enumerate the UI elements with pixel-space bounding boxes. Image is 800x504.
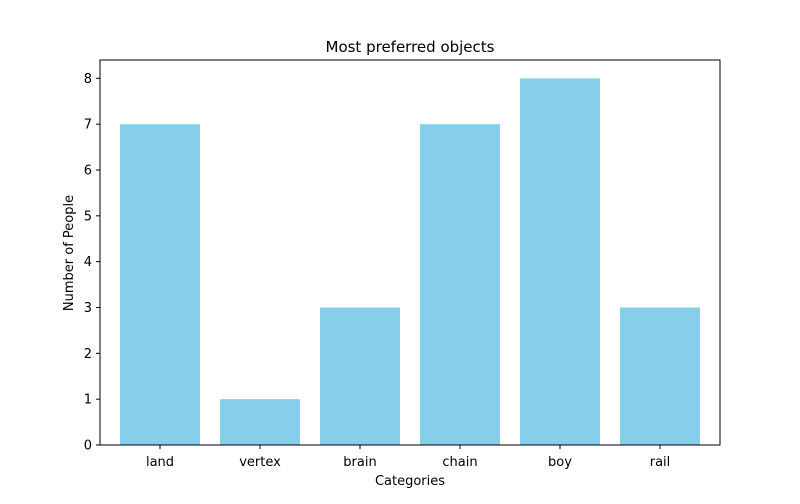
y-tick-label: 0	[84, 439, 92, 454]
y-tick-label: 4	[84, 255, 92, 270]
x-tick-label: land	[146, 455, 174, 470]
x-tick-label: chain	[442, 455, 477, 470]
bar-brain	[320, 307, 400, 445]
y-axis-label: Number of People	[62, 195, 77, 311]
y-axis-ticks: 0 1 2 3 4 5 6 7 8	[84, 72, 100, 454]
y-tick-label: 6	[84, 164, 92, 179]
x-tick-label: rail	[650, 455, 671, 470]
plot-area-frame	[99, 59, 721, 446]
x-tick-label: boy	[548, 455, 572, 470]
bar-land	[120, 124, 200, 446]
y-tick-label: 2	[84, 347, 92, 362]
bar-chain	[420, 124, 500, 446]
y-tick-label: 5	[84, 209, 92, 224]
x-axis-ticks: land vertex brain chain boy rail	[146, 445, 670, 470]
bar-vertex	[220, 399, 300, 445]
y-tick-label: 8	[84, 72, 92, 87]
y-tick-label: 1	[84, 393, 92, 408]
y-tick-label: 3	[84, 301, 92, 316]
chart-title: Most preferred objects	[326, 38, 495, 56]
bar-boy	[520, 78, 600, 445]
bars-group	[120, 78, 700, 446]
x-tick-label: brain	[343, 455, 376, 470]
x-axis-label: Categories	[375, 474, 445, 489]
x-tick-label: vertex	[239, 455, 281, 470]
y-tick-label: 7	[84, 118, 92, 133]
bar-rail	[620, 307, 700, 445]
